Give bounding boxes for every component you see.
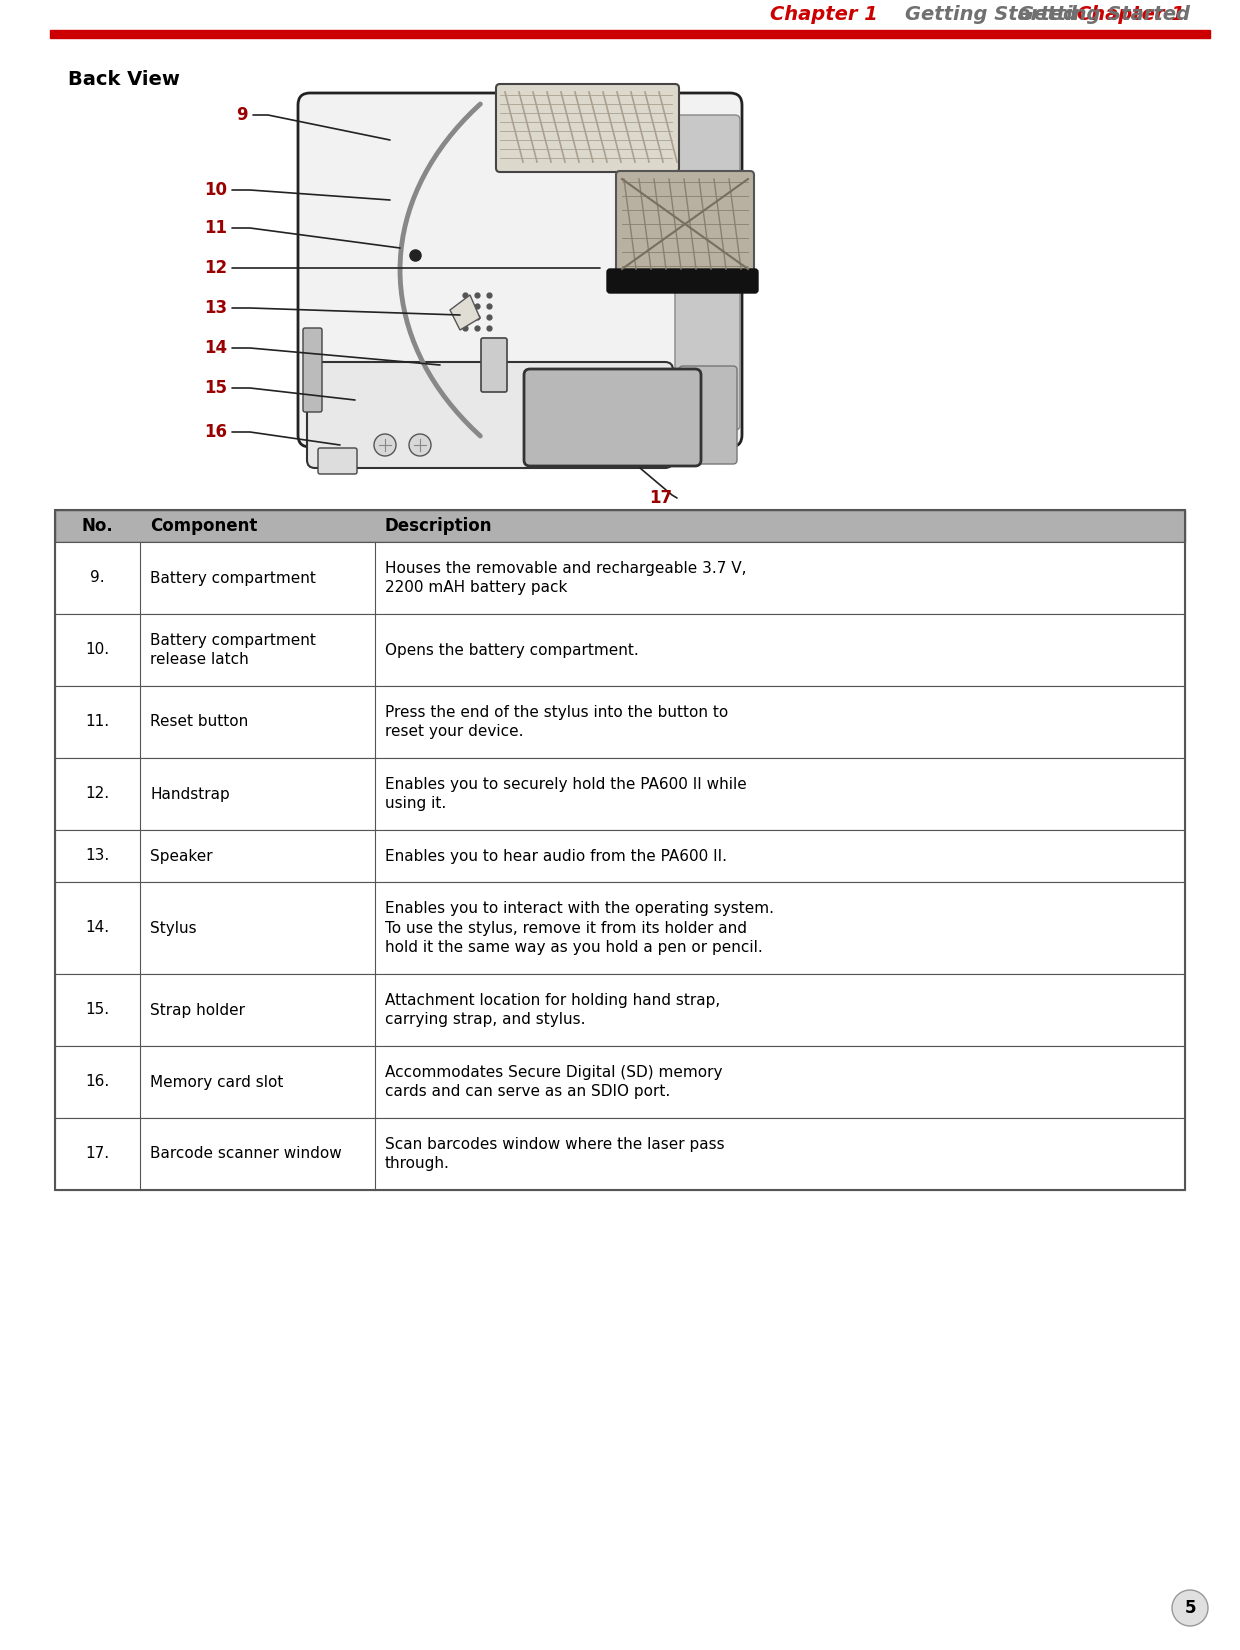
FancyBboxPatch shape — [303, 328, 322, 412]
Text: Description: Description — [384, 516, 492, 535]
Text: Attachment location for holding hand strap,
carrying strap, and stylus.: Attachment location for holding hand str… — [384, 993, 720, 1026]
Text: Handstrap: Handstrap — [150, 787, 229, 802]
Text: Enables you to hear audio from the PA600 II.: Enables you to hear audio from the PA600… — [384, 848, 727, 863]
Text: 10.: 10. — [84, 642, 109, 657]
Text: Chapter 1: Chapter 1 — [770, 5, 878, 25]
Polygon shape — [450, 295, 480, 330]
Text: Opens the battery compartment.: Opens the battery compartment. — [384, 642, 639, 657]
Text: Getting Started: Getting Started — [1018, 5, 1190, 25]
Text: Chapter 1: Chapter 1 — [1078, 5, 1185, 25]
Text: 12: 12 — [203, 259, 227, 277]
Text: 13.: 13. — [84, 848, 109, 863]
Bar — [55, 757, 1185, 830]
Text: Strap holder: Strap holder — [150, 1003, 246, 1018]
Text: 17.: 17. — [84, 1147, 109, 1162]
Bar — [55, 541, 1185, 614]
Text: Battery compartment
release latch: Battery compartment release latch — [150, 634, 316, 667]
Text: 11: 11 — [205, 219, 227, 238]
FancyBboxPatch shape — [675, 116, 740, 431]
Text: 14: 14 — [203, 338, 227, 356]
FancyBboxPatch shape — [298, 92, 742, 447]
FancyBboxPatch shape — [680, 366, 737, 464]
Bar — [55, 1046, 1185, 1119]
Bar — [55, 883, 1185, 973]
Bar — [55, 510, 1185, 541]
Text: Speaker: Speaker — [150, 848, 212, 863]
Text: Enables you to interact with the operating system.
To use the stylus, remove it : Enables you to interact with the operati… — [384, 901, 774, 955]
Text: Enables you to securely hold the PA600 II while
using it.: Enables you to securely hold the PA600 I… — [384, 777, 746, 812]
Text: Stylus: Stylus — [150, 921, 197, 936]
Text: Accommodates Secure Digital (SD) memory
cards and can serve as an SDIO port.: Accommodates Secure Digital (SD) memory … — [384, 1064, 723, 1099]
Text: 16.: 16. — [84, 1074, 109, 1089]
Bar — [55, 974, 1185, 1046]
FancyBboxPatch shape — [496, 84, 680, 172]
FancyBboxPatch shape — [317, 449, 357, 474]
Bar — [55, 686, 1185, 757]
FancyBboxPatch shape — [525, 370, 701, 465]
Text: Barcode scanner window: Barcode scanner window — [150, 1147, 342, 1162]
Circle shape — [409, 434, 432, 455]
Text: 17: 17 — [649, 488, 672, 507]
Text: Battery compartment: Battery compartment — [150, 571, 316, 586]
Bar — [50, 30, 1210, 38]
Text: 12.: 12. — [84, 787, 109, 802]
Text: 15.: 15. — [84, 1003, 109, 1018]
Text: No.: No. — [81, 516, 113, 535]
FancyBboxPatch shape — [608, 269, 758, 294]
FancyBboxPatch shape — [616, 172, 754, 279]
Text: 10: 10 — [205, 182, 227, 200]
Text: 15: 15 — [205, 380, 227, 398]
Text: Component: Component — [150, 516, 258, 535]
Bar — [55, 1119, 1185, 1190]
Text: 16: 16 — [205, 422, 227, 441]
Text: Press the end of the stylus into the button to
reset your device.: Press the end of the stylus into the but… — [384, 705, 728, 739]
Text: 9: 9 — [237, 106, 248, 124]
Bar — [55, 830, 1185, 883]
Text: 11.: 11. — [84, 714, 109, 729]
Text: 5: 5 — [1184, 1599, 1195, 1617]
Text: Back View: Back View — [68, 69, 180, 89]
Bar — [55, 614, 1185, 686]
Bar — [55, 510, 1185, 1190]
Circle shape — [374, 434, 396, 455]
Text: 9.: 9. — [89, 571, 104, 586]
Text: 13: 13 — [203, 299, 227, 317]
Text: Houses the removable and rechargeable 3.7 V,
2200 mAH battery pack: Houses the removable and rechargeable 3.… — [384, 561, 746, 596]
Text: 14.: 14. — [84, 921, 109, 936]
Text: Scan barcodes window where the laser pass
through.: Scan barcodes window where the laser pas… — [384, 1137, 724, 1172]
Text: Memory card slot: Memory card slot — [150, 1074, 284, 1089]
Text: Reset button: Reset button — [150, 714, 248, 729]
FancyBboxPatch shape — [308, 361, 673, 469]
FancyBboxPatch shape — [481, 338, 507, 393]
Circle shape — [1172, 1591, 1208, 1625]
Text: Getting Started: Getting Started — [905, 5, 1078, 25]
